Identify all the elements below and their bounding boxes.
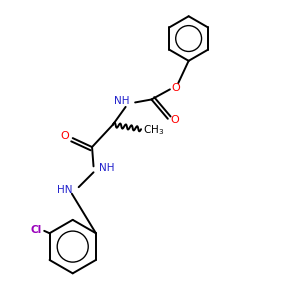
Text: HN: HN — [57, 185, 73, 195]
Text: O: O — [171, 82, 180, 93]
Text: NH: NH — [114, 96, 129, 106]
Text: O: O — [60, 131, 69, 141]
Text: Cl: Cl — [31, 225, 42, 235]
Text: NH: NH — [100, 163, 115, 173]
Text: O: O — [171, 115, 180, 125]
Text: CH$_3$: CH$_3$ — [142, 123, 164, 137]
